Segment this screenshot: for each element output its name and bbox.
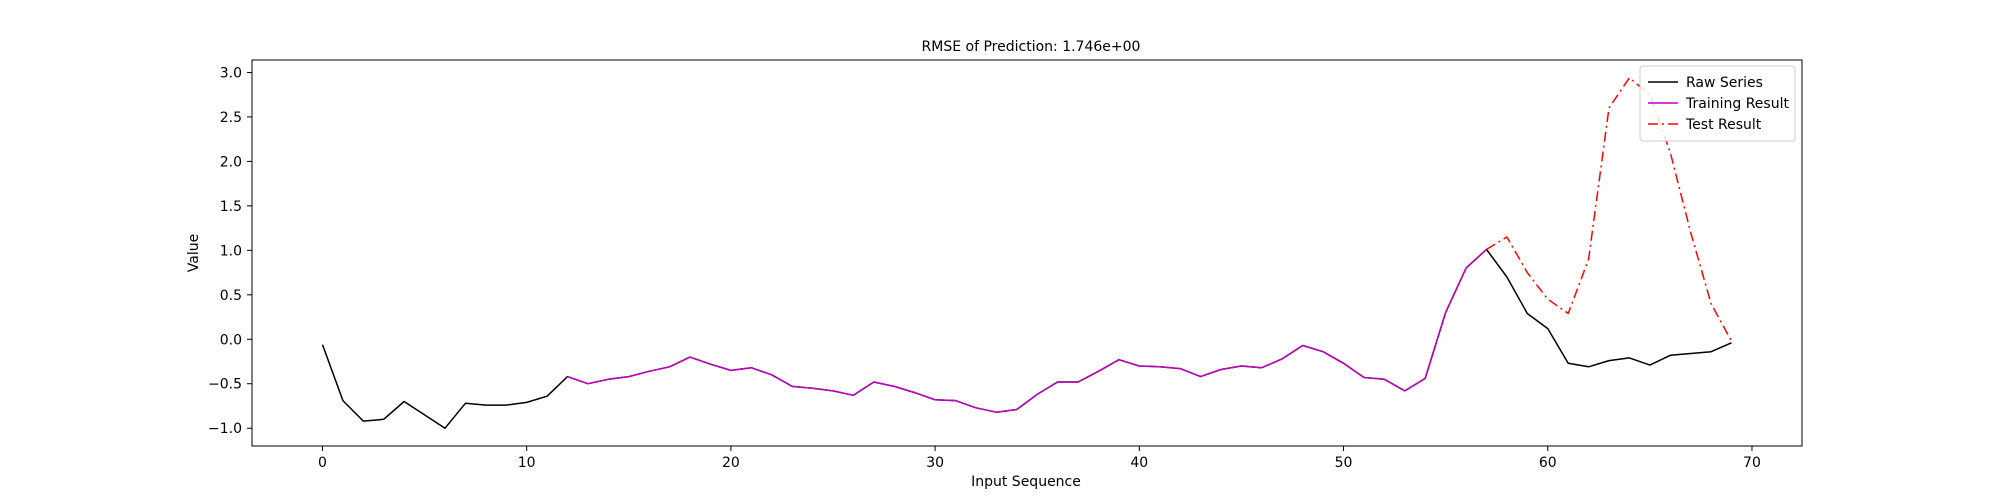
series-line-test-result — [1486, 77, 1733, 342]
series-line-training-result — [567, 248, 1488, 413]
legend-label: Training Result — [1685, 96, 1789, 112]
x-tick-label: 60 — [1539, 455, 1557, 471]
y-tick-label: 3.0 — [220, 65, 242, 81]
legend-box — [1639, 65, 1796, 142]
x-tick-label: 70 — [1743, 455, 1761, 471]
y-tick-label: −1.0 — [208, 421, 242, 437]
x-axis-label: Input Sequence — [971, 474, 1081, 490]
x-tick-label: 10 — [518, 455, 536, 471]
y-tick-label: 2.5 — [220, 110, 242, 126]
x-tick-label: 50 — [1335, 455, 1353, 471]
x-tick-label: 20 — [722, 455, 740, 471]
plot-area — [321, 77, 1733, 429]
y-axis-label: Value — [186, 234, 202, 272]
y-tick-label: 0.0 — [220, 332, 242, 348]
y-tick-label: −0.5 — [208, 377, 242, 393]
x-tick-label: 30 — [926, 455, 944, 471]
y-axis: −1.0 −0.5 0.0 0.5 1.0 1.5 2.0 2.5 3.0 — [208, 65, 252, 437]
x-axis: 0 10 20 30 40 50 60 70 — [318, 446, 1761, 471]
x-tick-label: 0 — [318, 455, 327, 471]
legend: Raw Series Training Result Test Result — [1639, 65, 1796, 142]
y-tick-label: 0.5 — [220, 288, 242, 304]
chart-title: RMSE of Prediction: 1.746e+00 — [922, 39, 1141, 55]
legend-label: Test Result — [1685, 117, 1762, 133]
axes-frame — [251, 59, 1803, 447]
y-tick-label: 1.0 — [220, 243, 242, 259]
y-tick-label: 2.0 — [220, 154, 242, 170]
x-tick-label: 40 — [1130, 455, 1148, 471]
legend-label: Raw Series — [1686, 75, 1763, 91]
y-tick-label: 1.5 — [220, 199, 242, 215]
